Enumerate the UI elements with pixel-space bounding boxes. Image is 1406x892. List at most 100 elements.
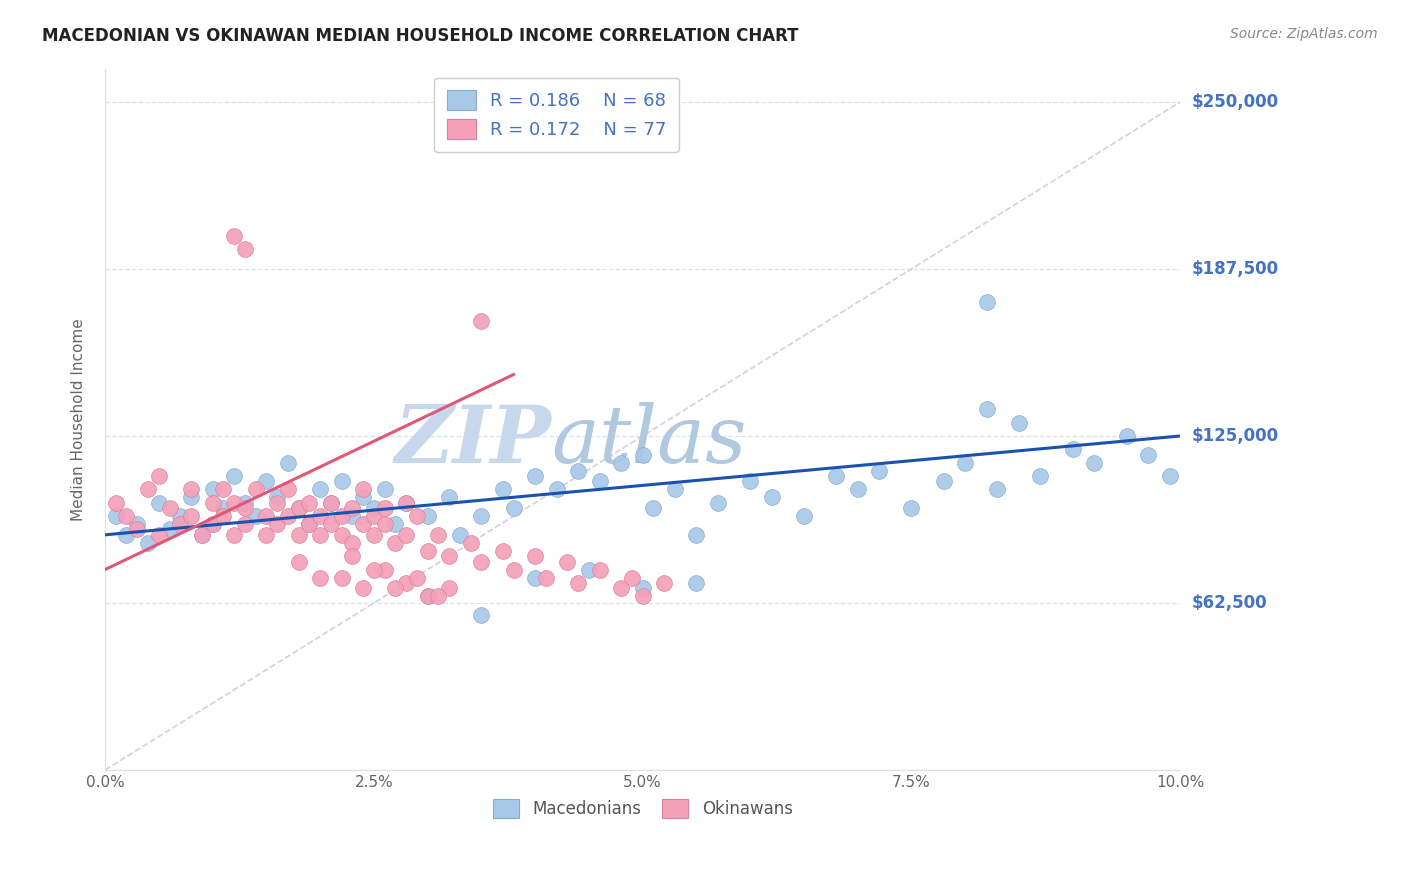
Point <box>793 509 815 524</box>
Text: $187,500: $187,500 <box>1191 260 1278 278</box>
Point <box>846 483 869 497</box>
Point <box>588 563 610 577</box>
Point <box>620 571 643 585</box>
Point <box>180 509 202 524</box>
Point <box>266 491 288 505</box>
Point <box>470 555 492 569</box>
Point <box>955 456 977 470</box>
Point <box>1083 456 1105 470</box>
Point <box>384 517 406 532</box>
Point <box>201 517 224 532</box>
Point <box>136 483 159 497</box>
Point <box>740 475 762 489</box>
Point <box>298 496 321 510</box>
Point <box>524 571 547 585</box>
Point <box>287 501 309 516</box>
Point <box>212 509 235 524</box>
Point <box>374 563 396 577</box>
Point <box>976 295 998 310</box>
Point <box>352 483 374 497</box>
Point <box>233 501 256 516</box>
Point <box>363 501 385 516</box>
Point <box>104 509 127 524</box>
Point <box>524 549 547 564</box>
Point <box>363 528 385 542</box>
Y-axis label: Median Household Income: Median Household Income <box>72 318 86 521</box>
Point <box>384 536 406 550</box>
Point <box>932 475 955 489</box>
Point <box>405 509 427 524</box>
Point <box>212 501 235 516</box>
Point <box>309 571 332 585</box>
Point <box>363 563 385 577</box>
Point <box>427 528 450 542</box>
Legend: Macedonians, Okinawans: Macedonians, Okinawans <box>486 793 799 825</box>
Point <box>437 491 460 505</box>
Point <box>1115 429 1137 443</box>
Point <box>470 509 492 524</box>
Point <box>492 544 515 558</box>
Point <box>631 582 654 596</box>
Point <box>470 314 492 328</box>
Point <box>374 483 396 497</box>
Point <box>374 517 396 532</box>
Text: MACEDONIAN VS OKINAWAN MEDIAN HOUSEHOLD INCOME CORRELATION CHART: MACEDONIAN VS OKINAWAN MEDIAN HOUSEHOLD … <box>42 27 799 45</box>
Point <box>222 469 245 483</box>
Point <box>416 544 439 558</box>
Point <box>287 501 309 516</box>
Point <box>330 475 353 489</box>
Text: Source: ZipAtlas.com: Source: ZipAtlas.com <box>1230 27 1378 41</box>
Point <box>319 496 342 510</box>
Point <box>470 607 492 622</box>
Point <box>201 517 224 532</box>
Point <box>825 469 848 483</box>
Point <box>868 464 890 478</box>
Point <box>631 448 654 462</box>
Point <box>427 589 450 603</box>
Point <box>395 496 418 510</box>
Text: $250,000: $250,000 <box>1191 93 1278 111</box>
Point <box>761 491 783 505</box>
Point <box>567 576 589 591</box>
Point <box>534 571 557 585</box>
Point <box>277 509 299 524</box>
Point <box>342 536 364 550</box>
Point <box>245 483 267 497</box>
Point <box>191 528 214 542</box>
Point <box>524 469 547 483</box>
Point <box>502 563 524 577</box>
Point <box>976 402 998 417</box>
Point <box>169 509 191 524</box>
Point <box>416 509 439 524</box>
Point <box>148 528 170 542</box>
Point <box>395 576 418 591</box>
Point <box>233 496 256 510</box>
Point <box>201 496 224 510</box>
Point <box>610 456 633 470</box>
Point <box>254 509 277 524</box>
Point <box>588 475 610 489</box>
Point <box>222 228 245 243</box>
Point <box>330 509 353 524</box>
Point <box>352 491 374 505</box>
Point <box>685 576 707 591</box>
Point <box>115 509 138 524</box>
Point <box>148 469 170 483</box>
Point <box>492 483 515 497</box>
Point <box>277 456 299 470</box>
Point <box>374 501 396 516</box>
Point <box>233 517 256 532</box>
Point <box>298 517 321 532</box>
Point <box>352 582 374 596</box>
Point <box>1159 469 1181 483</box>
Point <box>460 536 482 550</box>
Point <box>342 501 364 516</box>
Point <box>319 496 342 510</box>
Point <box>277 483 299 497</box>
Point <box>395 496 418 510</box>
Point <box>266 517 288 532</box>
Point <box>567 464 589 478</box>
Point <box>685 528 707 542</box>
Point <box>416 589 439 603</box>
Point <box>449 528 471 542</box>
